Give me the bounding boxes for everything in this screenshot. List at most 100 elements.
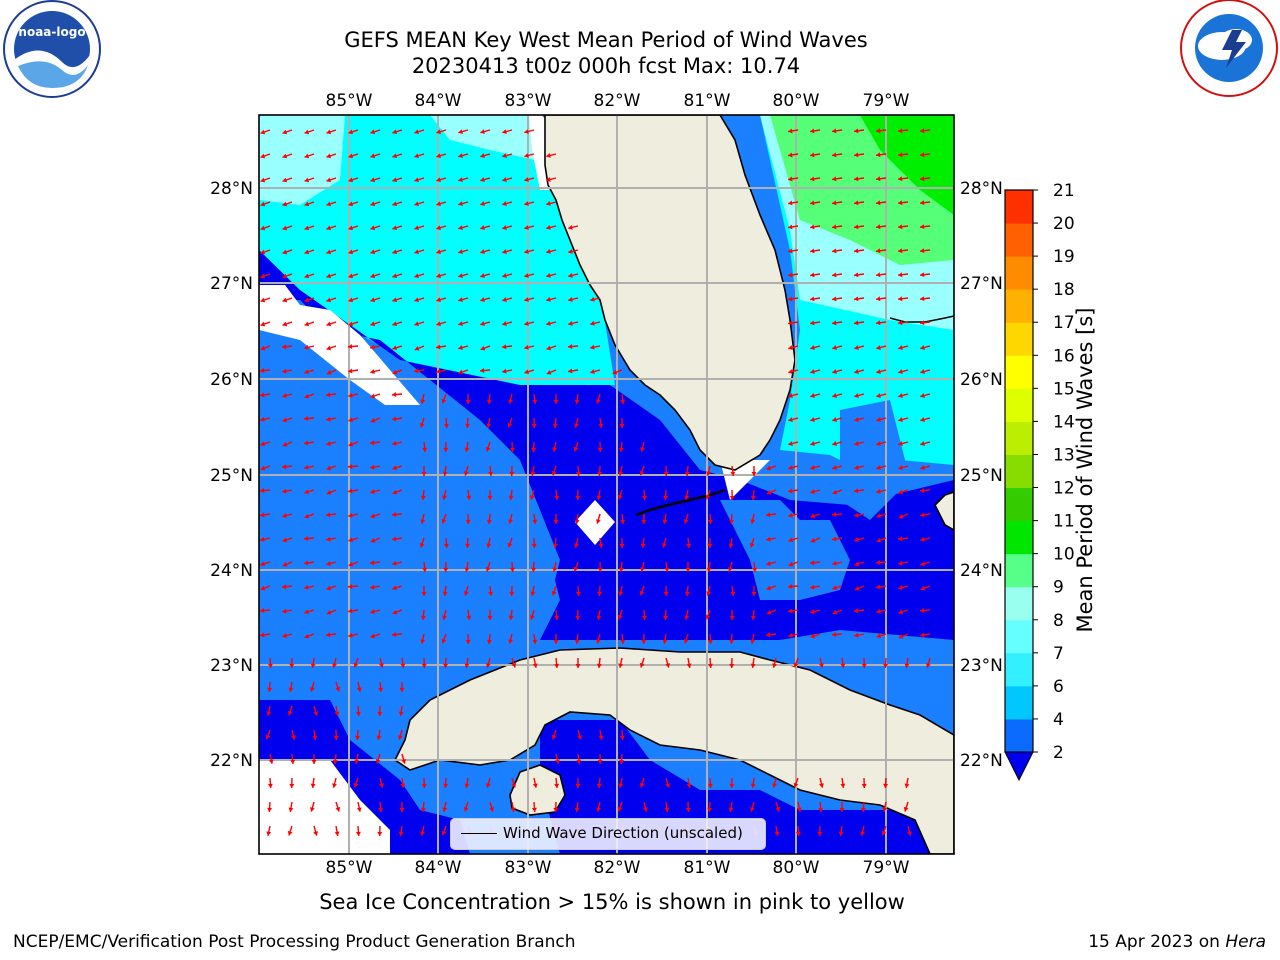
wind-arrowhead xyxy=(282,297,288,303)
wind-arrowhead xyxy=(353,782,359,788)
wind-arrowhead xyxy=(546,201,551,206)
wind-arrowhead xyxy=(898,320,903,326)
wind-arrowhead xyxy=(920,128,925,134)
lat-label-right: 28°N xyxy=(960,179,1003,199)
wind-arrowhead xyxy=(684,615,690,620)
wind-arrowhead xyxy=(832,393,837,398)
wind-arrowhead xyxy=(260,608,265,614)
wind-arrowhead xyxy=(876,633,881,639)
wind-arrowhead xyxy=(661,543,667,548)
wind-arrowhead xyxy=(705,614,711,620)
wind-arrowhead xyxy=(422,447,428,452)
colorbar-tick-label: 19 xyxy=(1053,247,1075,267)
wind-arrowhead xyxy=(288,687,294,692)
wind-arrowhead xyxy=(574,807,580,812)
wind-arrowhead xyxy=(524,369,529,375)
wind-arrowhead xyxy=(355,735,361,740)
wind-arrowhead xyxy=(575,471,581,476)
wind-arrowhead xyxy=(575,784,581,788)
wind-arrowhead xyxy=(289,663,295,668)
wind-arrowhead xyxy=(260,225,266,231)
map-title-line1: GEFS MEAN Key West Mean Period of Wind W… xyxy=(344,28,868,52)
wind-arrowhead xyxy=(524,201,529,206)
wind-arrowhead xyxy=(464,663,470,668)
wind-arrowhead xyxy=(370,177,376,183)
wind-arrowhead xyxy=(309,807,315,812)
wind-arrowhead xyxy=(750,639,756,644)
wind-arrowhead xyxy=(590,296,595,302)
wind-arrowhead xyxy=(326,441,331,446)
wind-arrowhead xyxy=(810,152,815,158)
wind-arrowhead xyxy=(574,639,580,644)
wind-arrowhead xyxy=(458,273,463,279)
wind-arrowhead xyxy=(575,615,581,620)
wind-arrowhead xyxy=(876,608,881,614)
wind-arrowhead xyxy=(832,465,837,470)
wind-arrowhead xyxy=(618,783,624,788)
wind-arrowhead xyxy=(326,416,331,422)
wind-arrowhead xyxy=(370,464,375,470)
colorbar-segment xyxy=(1005,289,1033,323)
lat-label-left: 23°N xyxy=(210,656,253,676)
wind-arrowhead xyxy=(377,711,383,716)
wind-arrowhead xyxy=(436,321,441,327)
wind-arrowhead xyxy=(810,296,815,302)
wind-arrowhead xyxy=(596,807,601,812)
wind-arrowhead xyxy=(441,518,447,524)
wind-arrowhead xyxy=(443,663,449,668)
wind-arrowhead xyxy=(348,584,353,590)
wind-arrowhead xyxy=(766,632,771,638)
wind-arrowhead xyxy=(788,537,793,543)
wind-arrowhead xyxy=(392,489,398,495)
wind-arrowhead xyxy=(326,610,332,615)
lat-label-left: 28°N xyxy=(210,179,253,199)
wind-arrowhead xyxy=(898,200,903,206)
wind-arrowhead xyxy=(414,346,420,351)
wind-arrowhead xyxy=(730,471,736,476)
wind-arrowhead xyxy=(436,201,441,207)
colorbar-tick-label: 8 xyxy=(1053,611,1064,631)
wind-arrowhead xyxy=(686,663,692,668)
lon-label-bottom: 84°W xyxy=(415,858,462,878)
wind-arrowhead xyxy=(260,512,265,518)
wind-arrowhead xyxy=(267,687,273,692)
wind-arrowhead xyxy=(463,806,469,812)
wind-arrowhead xyxy=(282,633,287,638)
wind-arrowhead xyxy=(554,663,560,668)
wind-arrowhead xyxy=(348,441,354,447)
wind-arrowhead xyxy=(898,272,903,278)
lat-label-left: 26°N xyxy=(210,370,253,390)
wind-arrowhead xyxy=(392,225,398,231)
wind-arrowhead xyxy=(332,759,338,764)
wind-arrowhead xyxy=(810,441,815,446)
wind-arrowhead xyxy=(854,632,859,638)
wind-arrowhead xyxy=(531,567,537,572)
colorbar-segment xyxy=(1005,223,1033,257)
nws-logo xyxy=(1180,0,1278,97)
wind-arrowhead xyxy=(766,465,772,471)
wind-arrowhead xyxy=(568,344,573,350)
wind-arrowhead xyxy=(502,177,507,182)
wind-arrowhead xyxy=(729,519,735,524)
wind-arrowhead xyxy=(876,369,881,374)
colorbar-segment xyxy=(1005,256,1033,290)
wind-arrowhead xyxy=(260,368,265,374)
wind-arrowhead xyxy=(854,512,859,518)
wind-arrowhead xyxy=(750,495,756,500)
wind-arrowhead xyxy=(597,567,603,572)
wind-arrowhead xyxy=(876,513,881,519)
footer-machine: Hera xyxy=(1225,932,1266,952)
wind-arrowhead xyxy=(818,807,824,812)
wind-arrowhead xyxy=(618,471,624,476)
wind-arrowhead xyxy=(511,662,517,668)
lat-label-left: 22°N xyxy=(210,751,253,771)
wind-arrowhead xyxy=(464,783,470,788)
colorbar-tick-label: 20 xyxy=(1053,214,1075,234)
wind-arrowhead xyxy=(685,807,691,812)
wind-arrowhead xyxy=(304,177,310,183)
wind-arrowhead xyxy=(326,632,331,638)
wind-arrowhead xyxy=(288,807,294,812)
wind-arrowhead xyxy=(508,519,513,524)
wind-arrowhead xyxy=(596,783,602,788)
lon-label-bottom: 81°W xyxy=(684,858,731,878)
